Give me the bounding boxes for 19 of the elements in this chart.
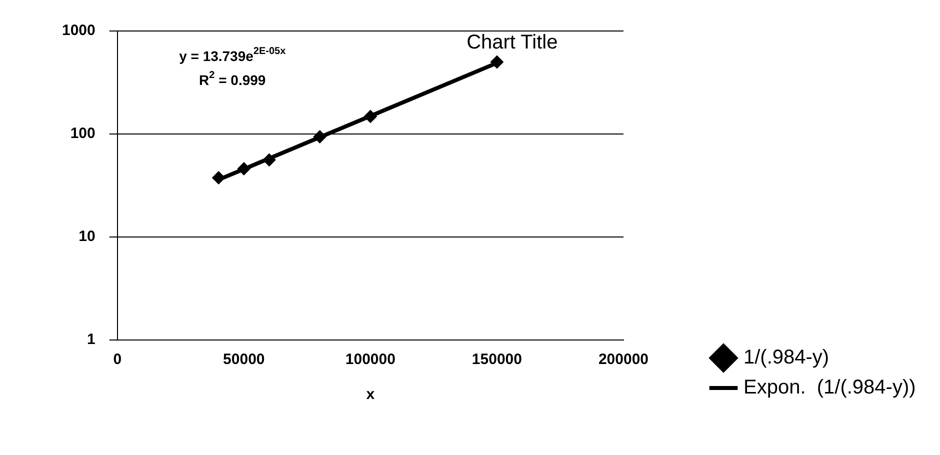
y-tick-label: 10 [78, 228, 96, 246]
x-tick-label: 50000 [223, 351, 265, 368]
chart-title: Chart Title [466, 32, 558, 54]
y-tick-label: 1000 [62, 22, 96, 40]
point [364, 110, 377, 123]
x-tick-label: 0 [113, 351, 122, 368]
x-tick-label: 100000 [345, 351, 396, 368]
y-tick-label: 1 [87, 331, 96, 348]
point [212, 171, 226, 184]
legend-label: Expon. (1/(.984-y)) [744, 376, 916, 399]
point [262, 153, 276, 166]
point [490, 56, 504, 69]
point [237, 162, 250, 176]
legend-label: 1/(.984-y) [744, 346, 830, 369]
x-tick-label: 200000 [598, 351, 649, 368]
x-tick-label: 150000 [472, 351, 522, 368]
point [313, 130, 326, 144]
y-tick-label: 100 [70, 125, 96, 142]
x-axis-title: x [366, 386, 376, 404]
